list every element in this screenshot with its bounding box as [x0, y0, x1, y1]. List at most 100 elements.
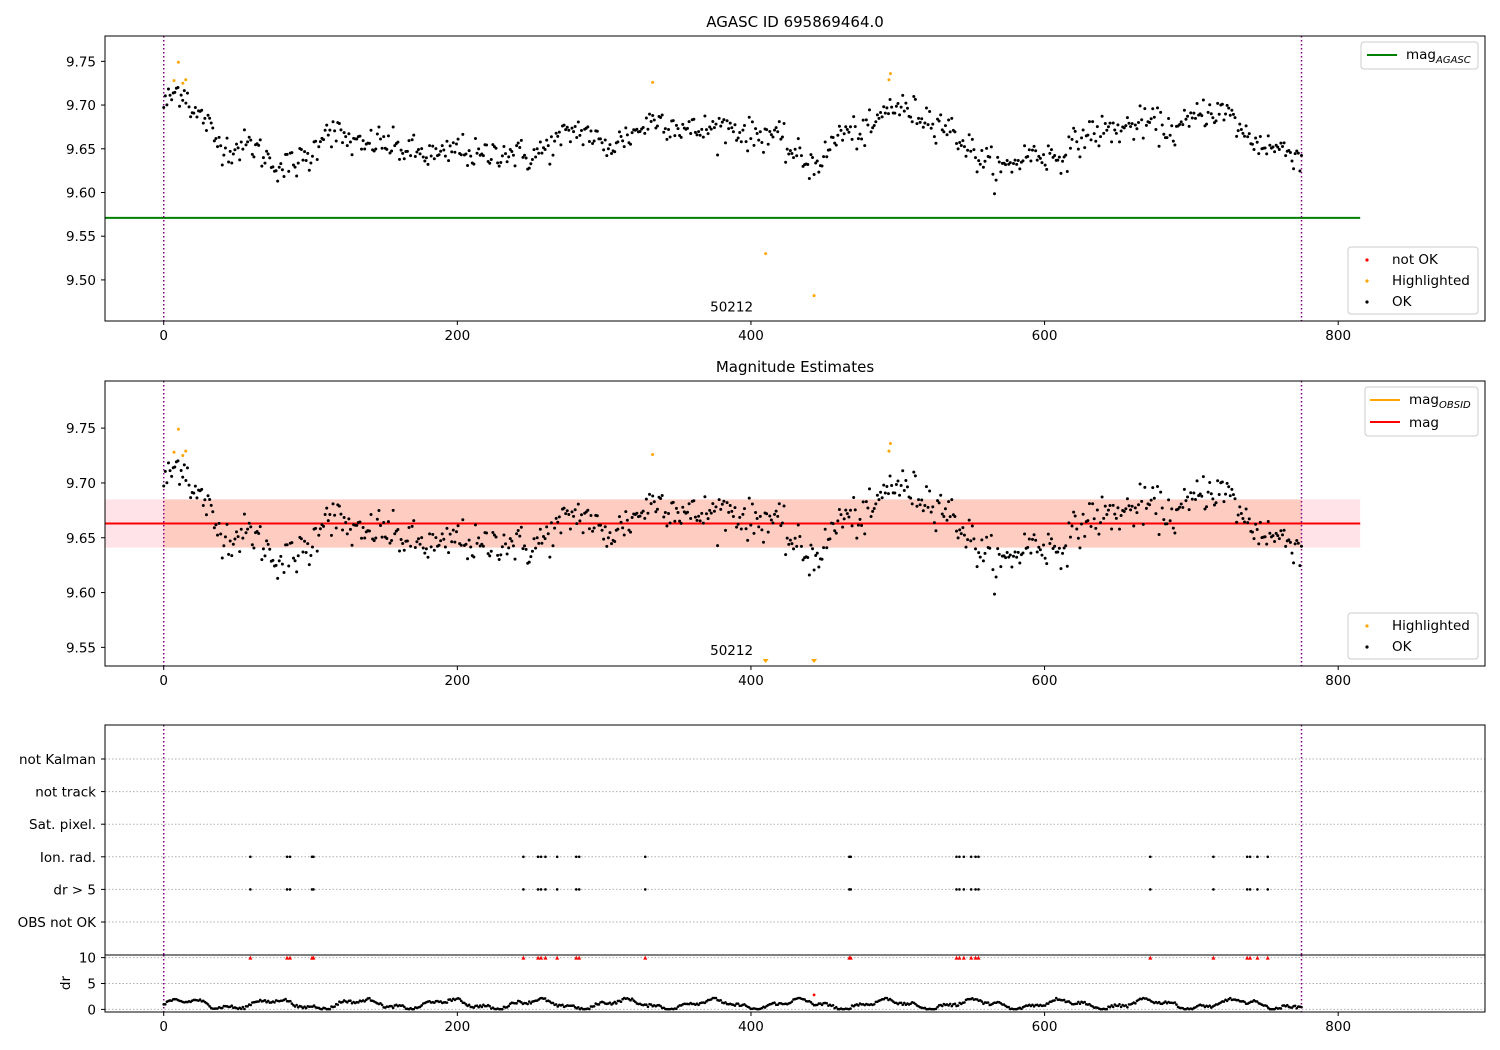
x-tick-label: 400 [738, 1019, 764, 1035]
ok-point [817, 170, 821, 174]
highlighted-point [651, 80, 655, 84]
dr-point [1295, 1006, 1299, 1010]
ok-point [523, 153, 527, 157]
ok-point [863, 144, 867, 148]
x-tick-label: 200 [444, 1019, 470, 1035]
ok-point [899, 105, 903, 109]
ok-point [426, 555, 430, 559]
ok-point [1032, 144, 1036, 148]
ok-point [209, 503, 213, 507]
dr-point [831, 1003, 835, 1007]
ok-point [1293, 542, 1297, 546]
ok-point [1187, 508, 1191, 512]
ok-point [619, 520, 623, 524]
ok-point [440, 144, 444, 148]
ok-point [630, 516, 634, 520]
dr-point [825, 1002, 829, 1005]
ok-point [1008, 161, 1012, 165]
ok-point [511, 153, 515, 157]
ok-point [367, 529, 371, 533]
flag-point [544, 888, 547, 891]
ok-point [806, 555, 810, 559]
ok-point [375, 517, 379, 521]
ok-point [401, 151, 405, 155]
ok-point [869, 130, 873, 134]
ok-point [182, 89, 186, 93]
ok-point [638, 514, 642, 518]
ok-point [1049, 537, 1053, 541]
highlighted-point [172, 79, 176, 83]
ok-point [534, 155, 538, 159]
ok-point [464, 542, 468, 546]
ok-point [445, 526, 449, 530]
flag-point [1256, 855, 1259, 859]
ok-point [1296, 541, 1300, 545]
ok-point [303, 150, 307, 154]
flag-point [577, 855, 581, 859]
ok-point [858, 517, 862, 521]
ok-point [499, 553, 503, 557]
ok-point [981, 559, 985, 563]
ok-point [459, 153, 463, 157]
ok-point [176, 85, 180, 89]
ok-point [1105, 513, 1109, 517]
ok-point [918, 120, 922, 124]
ok-point [722, 118, 726, 122]
flag-point [955, 855, 958, 859]
ok-point [252, 155, 256, 159]
dr-point [1108, 1005, 1112, 1009]
ok-point [412, 133, 416, 137]
ok-point [521, 547, 525, 551]
ok-point [1243, 134, 1247, 138]
ok-point [681, 505, 685, 509]
ok-point [784, 553, 788, 557]
ok-point [1083, 146, 1087, 150]
dr-point [554, 1003, 558, 1006]
ok-point [374, 536, 378, 540]
dr-point [1285, 1003, 1289, 1007]
ok-point [1276, 534, 1280, 538]
dr-point [379, 1001, 382, 1005]
ok-point [1195, 479, 1199, 483]
ok-point [239, 140, 243, 144]
ok-point [238, 158, 242, 162]
ok-point [1206, 490, 1210, 494]
ok-point [921, 509, 925, 513]
dr-point [450, 999, 454, 1003]
ok-point [163, 94, 167, 98]
flag-point [544, 855, 547, 859]
ok-point [1151, 486, 1155, 490]
ok-point [1057, 155, 1061, 159]
ok-point [1067, 135, 1071, 139]
ok-point [1273, 150, 1277, 154]
ok-point [481, 154, 485, 158]
ok-point [429, 154, 433, 158]
ok-point [1042, 153, 1046, 157]
ok-point [1040, 553, 1044, 557]
ok-point [860, 524, 864, 528]
ok-point [1015, 162, 1019, 166]
dr-point [507, 1004, 510, 1008]
ok-point [1144, 123, 1148, 127]
ok-point [1243, 520, 1247, 524]
dr-point [953, 1002, 957, 1006]
ok-point [665, 524, 669, 528]
ok-point [972, 537, 976, 541]
ok-point [880, 496, 884, 500]
ok-point [543, 148, 547, 152]
ok-point [189, 115, 193, 119]
ok-point [306, 151, 310, 155]
ok-point [915, 122, 919, 126]
ok-point [1220, 102, 1224, 106]
ok-point [1295, 149, 1299, 153]
ok-point [257, 143, 261, 147]
ok-point [239, 527, 243, 531]
dr-point [420, 1004, 423, 1007]
ok-point [193, 106, 197, 110]
dr-point [1062, 998, 1066, 1002]
ok-point [1293, 152, 1297, 156]
ok-point [391, 508, 395, 512]
ok-point [295, 174, 299, 178]
ok-point [293, 559, 297, 563]
